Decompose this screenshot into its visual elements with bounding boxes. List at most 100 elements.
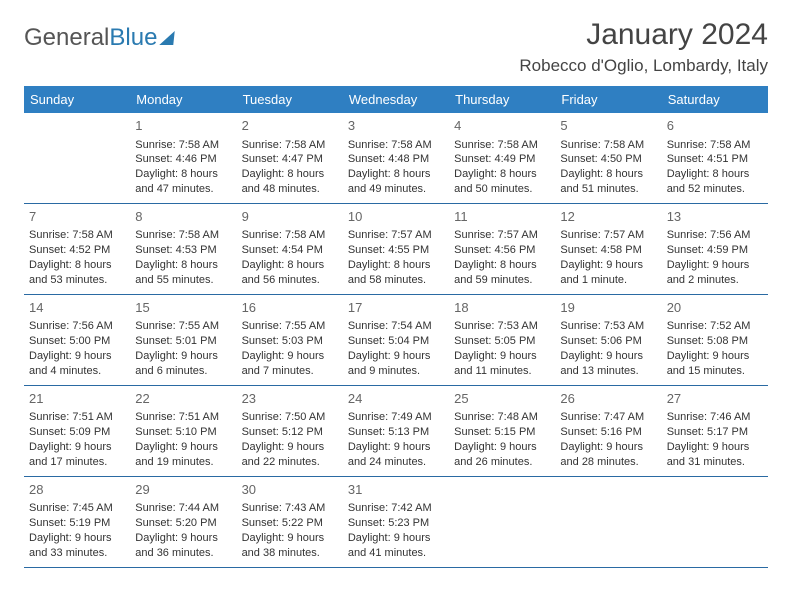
day-info-line: Daylight: 9 hours: [29, 440, 125, 455]
day-info-line: Sunset: 4:47 PM: [242, 152, 338, 167]
day-info-line: Sunset: 5:19 PM: [29, 516, 125, 531]
day-number: 11: [454, 208, 550, 226]
day-info-line: Daylight: 9 hours: [667, 349, 763, 364]
day-info-line: Daylight: 9 hours: [348, 531, 444, 546]
day-cell: 22 Sunrise: 7:51 AMSunset: 5:10 PMDayligh…: [130, 386, 236, 476]
day-info-line: and 50 minutes.: [454, 182, 550, 197]
weekday-header: Saturday: [662, 86, 768, 113]
logo: GeneralBlue: [24, 18, 174, 52]
day-cell: [24, 113, 130, 203]
weekday-header: Thursday: [449, 86, 555, 113]
day-number: 17: [348, 299, 444, 317]
day-info-line: Sunset: 5:05 PM: [454, 334, 550, 349]
day-info-line: Daylight: 9 hours: [560, 349, 656, 364]
day-info-line: Sunset: 5:22 PM: [242, 516, 338, 531]
day-cell: 6Sunrise: 7:58 AMSunset: 4:51 PMDaylight…: [662, 113, 768, 203]
day-info-line: Sunrise: 7:58 AM: [135, 228, 231, 243]
day-info-line: and 36 minutes.: [135, 546, 231, 561]
day-info-line: Sunset: 5:04 PM: [348, 334, 444, 349]
day-cell: 14Sunrise: 7:56 AMSunset: 5:00 PMDayligh…: [24, 295, 130, 385]
day-info-line: Sunset: 5:12 PM: [242, 425, 338, 440]
day-info-line: Sunset: 4:54 PM: [242, 243, 338, 258]
day-info-line: Daylight: 9 hours: [242, 349, 338, 364]
day-info-line: Sunset: 4:58 PM: [560, 243, 656, 258]
day-info-line: Daylight: 8 hours: [348, 258, 444, 273]
day-info-line: Sunset: 5:06 PM: [560, 334, 656, 349]
weekday-header: Monday: [130, 86, 236, 113]
day-info-line: Sunrise: 7:54 AM: [348, 319, 444, 334]
day-info-line: Sunrise: 7:58 AM: [135, 138, 231, 153]
day-cell: 4Sunrise: 7:58 AMSunset: 4:49 PMDaylight…: [449, 113, 555, 203]
day-info-line: and 6 minutes.: [135, 364, 231, 379]
day-cell: 8Sunrise: 7:58 AMSunset: 4:53 PMDaylight…: [130, 204, 236, 294]
day-info-line: Sunrise: 7:56 AM: [29, 319, 125, 334]
day-info-line: and 1 minute.: [560, 273, 656, 288]
title-block: January 2024 Robecco d'Oglio, Lombardy, …: [519, 18, 768, 76]
day-cell: 29Sunrise: 7:44 AMSunset: 5:20 PMDayligh…: [130, 477, 236, 567]
day-info-line: Daylight: 8 hours: [454, 167, 550, 182]
day-info-line: Sunrise: 7:48 AM: [454, 410, 550, 425]
day-cell: 5Sunrise: 7:58 AMSunset: 4:50 PMDaylight…: [555, 113, 661, 203]
day-cell: 25Sunrise: 7:48 AMSunset: 5:15 PMDayligh…: [449, 386, 555, 476]
day-info-line: Sunrise: 7:45 AM: [29, 501, 125, 516]
day-info-line: Daylight: 9 hours: [348, 349, 444, 364]
day-info-line: Sunset: 4:52 PM: [29, 243, 125, 258]
day-number: 29: [135, 481, 231, 499]
day-info-line: Daylight: 8 hours: [667, 167, 763, 182]
day-number: 26: [560, 390, 656, 408]
weekday-header: Friday: [555, 86, 661, 113]
day-info-line: Sunset: 5:01 PM: [135, 334, 231, 349]
calendar-body: 1Sunrise: 7:58 AMSunset: 4:46 PMDaylight…: [24, 113, 768, 568]
day-cell: 19Sunrise: 7:53 AMSunset: 5:06 PMDayligh…: [555, 295, 661, 385]
day-info-line: Daylight: 9 hours: [135, 349, 231, 364]
day-cell: [449, 477, 555, 567]
day-info-line: Sunrise: 7:53 AM: [560, 319, 656, 334]
location: Robecco d'Oglio, Lombardy, Italy: [519, 56, 768, 76]
day-info-line: Sunrise: 7:57 AM: [348, 228, 444, 243]
day-info-line: Daylight: 8 hours: [29, 258, 125, 273]
day-info-line: Sunset: 5:10 PM: [135, 425, 231, 440]
day-info-line: and 19 minutes.: [135, 455, 231, 470]
day-info-line: Sunrise: 7:58 AM: [29, 228, 125, 243]
day-info-line: Sunset: 5:15 PM: [454, 425, 550, 440]
day-info-line: Sunrise: 7:58 AM: [454, 138, 550, 153]
day-info-line: Sunset: 5:17 PM: [667, 425, 763, 440]
day-number: 8: [135, 208, 231, 226]
week-row: 14Sunrise: 7:56 AMSunset: 5:00 PMDayligh…: [24, 295, 768, 386]
day-number: 5: [560, 117, 656, 135]
day-info-line: Sunrise: 7:58 AM: [667, 138, 763, 153]
day-number: 25: [454, 390, 550, 408]
day-info-line: Sunset: 5:08 PM: [667, 334, 763, 349]
day-cell: 30Sunrise: 7:43 AMSunset: 5:22 PMDayligh…: [237, 477, 343, 567]
day-number: 18: [454, 299, 550, 317]
day-info-line: Daylight: 9 hours: [348, 440, 444, 455]
day-number: 22: [135, 390, 231, 408]
day-cell: 10Sunrise: 7:57 AMSunset: 4:55 PMDayligh…: [343, 204, 449, 294]
day-cell: 27Sunrise: 7:46 AMSunset: 5:17 PMDayligh…: [662, 386, 768, 476]
day-info-line: Daylight: 9 hours: [560, 440, 656, 455]
day-number: 4: [454, 117, 550, 135]
day-info-line: Daylight: 9 hours: [242, 440, 338, 455]
day-cell: 11Sunrise: 7:57 AMSunset: 4:56 PMDayligh…: [449, 204, 555, 294]
day-info-line: Sunrise: 7:44 AM: [135, 501, 231, 516]
day-info-line: Sunset: 5:09 PM: [29, 425, 125, 440]
day-number: 7: [29, 208, 125, 226]
day-info-line: Sunrise: 7:55 AM: [242, 319, 338, 334]
day-info-line: Sunset: 4:53 PM: [135, 243, 231, 258]
day-info-line: and 2 minutes.: [667, 273, 763, 288]
day-info-line: Daylight: 9 hours: [560, 258, 656, 273]
day-cell: 24Sunrise: 7:49 AMSunset: 5:13 PMDayligh…: [343, 386, 449, 476]
day-info-line: Sunset: 4:48 PM: [348, 152, 444, 167]
day-cell: 9Sunrise: 7:58 AMSunset: 4:54 PMDaylight…: [237, 204, 343, 294]
day-info-line: Sunrise: 7:56 AM: [667, 228, 763, 243]
day-number: 14: [29, 299, 125, 317]
day-info-line: and 28 minutes.: [560, 455, 656, 470]
day-info-line: Daylight: 9 hours: [29, 531, 125, 546]
triangle-icon: [160, 31, 175, 45]
day-info-line: Daylight: 9 hours: [135, 440, 231, 455]
header: GeneralBlue January 2024 Robecco d'Oglio…: [24, 18, 768, 76]
day-cell: 28Sunrise: 7:45 AMSunset: 5:19 PMDayligh…: [24, 477, 130, 567]
day-info-line: Daylight: 9 hours: [242, 531, 338, 546]
day-info-line: Daylight: 8 hours: [242, 258, 338, 273]
day-info-line: Sunrise: 7:51 AM: [135, 410, 231, 425]
